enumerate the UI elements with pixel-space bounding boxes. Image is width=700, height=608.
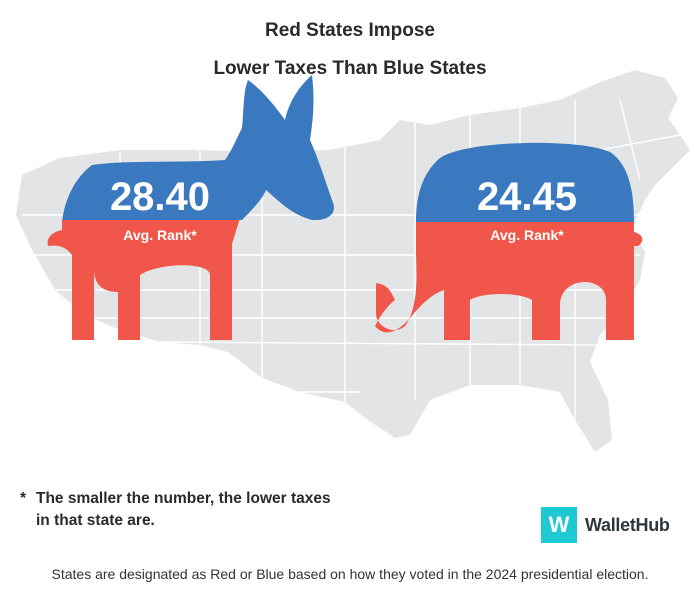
footnote-asterisk: * [20, 490, 27, 507]
wallethub-logo: W WalletHub [541, 507, 670, 543]
footnote-text: The smaller the number, the lower taxes … [36, 490, 331, 529]
value-label-red-states: 24.45 [477, 175, 577, 219]
footnote: * The smaller the number, the lower taxe… [20, 488, 340, 532]
chart-title-line1: Red States Impose [265, 20, 435, 41]
donkey-figure [47, 75, 334, 340]
value-label-blue-states: 28.40 [110, 175, 210, 219]
wallethub-logo-text: WalletHub [585, 514, 670, 535]
wallethub-logo-icon: W [541, 507, 577, 543]
sublabel-blue-states: Avg. Rank* [123, 227, 197, 243]
source-note: States are designated as Red or Blue bas… [51, 566, 649, 582]
chart-title-line2: Lower Taxes Than Blue States [213, 58, 487, 79]
sublabel-red-states: Avg. Rank* [490, 227, 564, 243]
elephant-figure [375, 142, 643, 340]
